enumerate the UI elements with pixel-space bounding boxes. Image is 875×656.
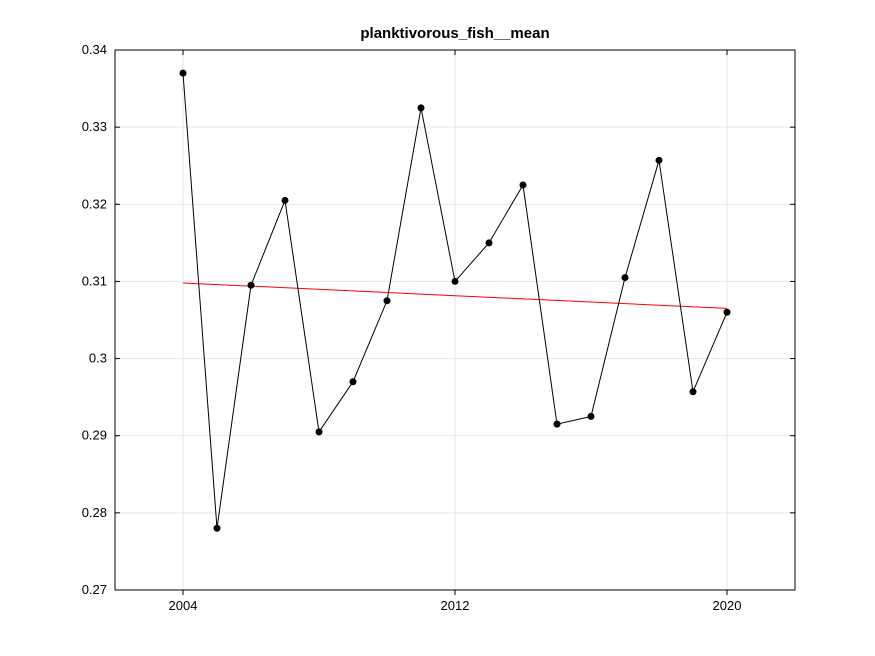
data-marker: [724, 309, 731, 316]
data-marker: [486, 239, 493, 246]
chart-container: planktivorous_fish__mean 2004 2012 2020 0.27…: [0, 0, 875, 656]
data-marker: [690, 388, 697, 395]
data-marker: [418, 104, 425, 111]
data-marker: [384, 297, 391, 304]
data-marker: [316, 428, 323, 435]
line-chart: planktivorous_fish__mean 2004 2012 2020 0.27…: [0, 0, 875, 656]
data-marker: [554, 421, 561, 428]
data-marker: [180, 70, 187, 77]
data-marker: [622, 274, 629, 281]
y-tick-label: 0.33: [82, 119, 107, 134]
x-tick-label: 2004: [169, 598, 198, 613]
data-marker: [282, 197, 289, 204]
data-marker: [452, 278, 459, 285]
y-tick-label: 0.31: [82, 273, 107, 288]
x-tick-label: 2012: [441, 598, 470, 613]
data-marker: [656, 157, 663, 164]
y-tick-label: 0.28: [82, 505, 107, 520]
data-marker: [350, 378, 357, 385]
y-tick-label: 0.27: [82, 582, 107, 597]
y-tick-label: 0.29: [82, 428, 107, 443]
y-tick-label: 0.32: [82, 196, 107, 211]
data-marker: [588, 413, 595, 420]
y-tick-label: 0.34: [82, 42, 107, 57]
grid: [115, 50, 795, 590]
data-marker: [520, 182, 527, 189]
chart-title: planktivorous_fish__mean: [360, 25, 549, 42]
y-tick-label: 0.3: [89, 351, 107, 366]
x-tick-label: 2020: [713, 598, 742, 613]
data-marker: [214, 525, 221, 532]
data-marker: [248, 282, 255, 289]
